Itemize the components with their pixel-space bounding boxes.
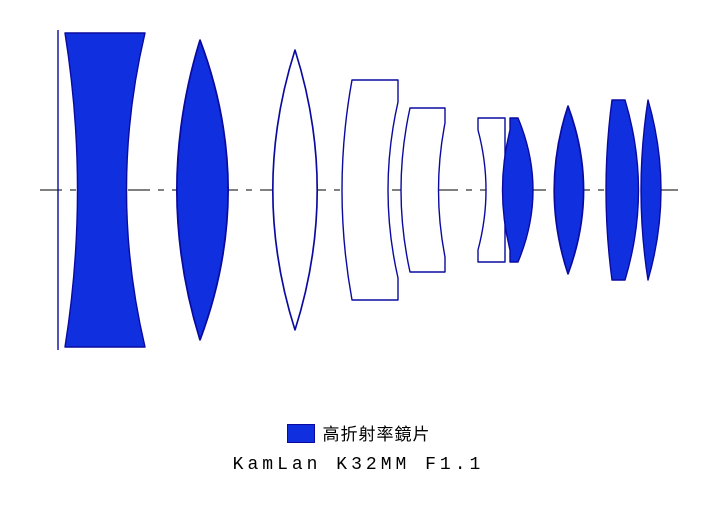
diagram-title: KamLan K32MM F1.1 — [233, 455, 485, 475]
lens-diagram-container: 高折射率鏡片 KamLan K32MM F1.1 — [0, 0, 717, 506]
lens-element-e5 — [401, 108, 445, 272]
lens-cross-section — [0, 0, 717, 400]
legend-swatch — [287, 424, 315, 443]
lens-element-e7 — [503, 118, 534, 262]
lens-element-e8 — [554, 106, 583, 274]
legend: 高折射率鏡片 — [0, 420, 717, 448]
lens-element-e4 — [342, 80, 398, 300]
lens-element-e10 — [641, 100, 661, 280]
diagram-title-row: KamLan K32MM F1.1 — [0, 455, 717, 475]
lens-element-e2 — [177, 40, 228, 340]
lens-element-e3 — [273, 50, 317, 330]
legend-label: 高折射率鏡片 — [323, 420, 431, 446]
lens-element-e9 — [606, 100, 639, 280]
